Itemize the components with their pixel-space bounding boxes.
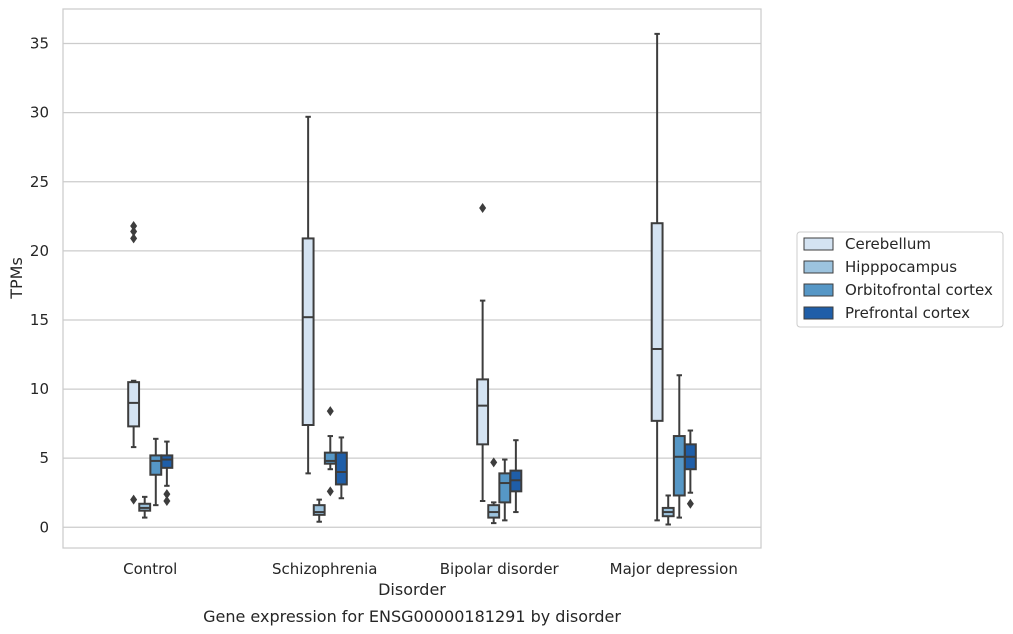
plot-frame xyxy=(62,8,762,549)
box-body xyxy=(334,451,348,486)
outlier-point xyxy=(130,494,138,505)
y-tick-label: 25 xyxy=(30,173,49,191)
box-2-1 xyxy=(487,457,501,525)
box-body xyxy=(301,237,315,426)
box-2-0 xyxy=(476,203,490,503)
y-tick-label: 30 xyxy=(30,104,49,122)
outlier-point xyxy=(163,496,171,507)
chart-title: Gene expression for ENSG00000181291 by d… xyxy=(203,607,621,626)
y-tick-labels: 0 5 10 15 20 25 30 35 xyxy=(30,35,49,537)
y-tick-label: 15 xyxy=(30,311,49,329)
legend-frame xyxy=(796,231,1004,328)
box-body xyxy=(476,378,490,446)
outlier-point xyxy=(130,226,138,237)
outlier-point xyxy=(326,486,334,497)
outlier-point xyxy=(163,489,171,500)
box-1-3 xyxy=(334,436,348,500)
legend-label: Orbitofrontal cortex xyxy=(845,281,993,299)
box-0-1 xyxy=(138,495,152,519)
x-tick-label: Major depression xyxy=(610,560,738,578)
outlier-point xyxy=(479,203,487,214)
legend-swatch xyxy=(803,237,834,251)
y-tick-label: 20 xyxy=(30,242,49,260)
box-3-3 xyxy=(683,429,697,509)
boxes xyxy=(127,32,697,526)
y-tick-label: 0 xyxy=(39,518,49,536)
box-body xyxy=(160,454,174,469)
box-1-1 xyxy=(312,498,326,523)
legend-label: Prefrontal cortex xyxy=(845,304,970,322)
legend-label: Hipppocampus xyxy=(845,258,957,276)
box-body xyxy=(498,472,512,504)
legend-swatch xyxy=(803,306,834,320)
x-tick-label: Schizophrenia xyxy=(272,560,377,578)
box-0-3 xyxy=(160,440,174,507)
box-0-0 xyxy=(127,220,141,505)
box-body xyxy=(312,504,326,516)
box-body xyxy=(672,435,686,497)
box-3-1 xyxy=(661,494,675,526)
grid-lines xyxy=(63,42,761,528)
x-axis-title: Disorder xyxy=(378,580,446,599)
box-body xyxy=(323,451,337,465)
x-tick-label: Bipolar disorder xyxy=(440,560,560,578)
outlier-point xyxy=(130,233,138,244)
outlier-point xyxy=(130,220,138,231)
legend: Cerebellum Hipppocampus Orbitofrontal cort… xyxy=(796,231,1004,328)
box-body xyxy=(127,381,141,428)
outlier-point xyxy=(490,457,498,468)
box-body xyxy=(650,222,664,422)
legend-swatch xyxy=(803,283,834,297)
x-tick-labels: Control Schizophrenia Bipolar disorder Majo… xyxy=(123,560,738,578)
outlier-point xyxy=(326,406,334,417)
legend-swatch xyxy=(803,260,834,274)
y-tick-label: 10 xyxy=(30,380,49,398)
outlier-point xyxy=(686,498,694,509)
y-tick-label: 5 xyxy=(39,449,49,467)
box-3-2 xyxy=(672,374,686,519)
box-3-0 xyxy=(650,32,664,522)
y-axis-title: TPMs xyxy=(7,257,26,300)
x-tick-label: Control xyxy=(123,560,177,578)
box-1-2 xyxy=(323,406,337,497)
box-1-0 xyxy=(301,115,315,475)
y-tick-label: 35 xyxy=(30,35,49,53)
box-body xyxy=(149,454,163,476)
box-2-3 xyxy=(509,439,523,514)
legend-label: Cerebellum xyxy=(845,235,931,253)
